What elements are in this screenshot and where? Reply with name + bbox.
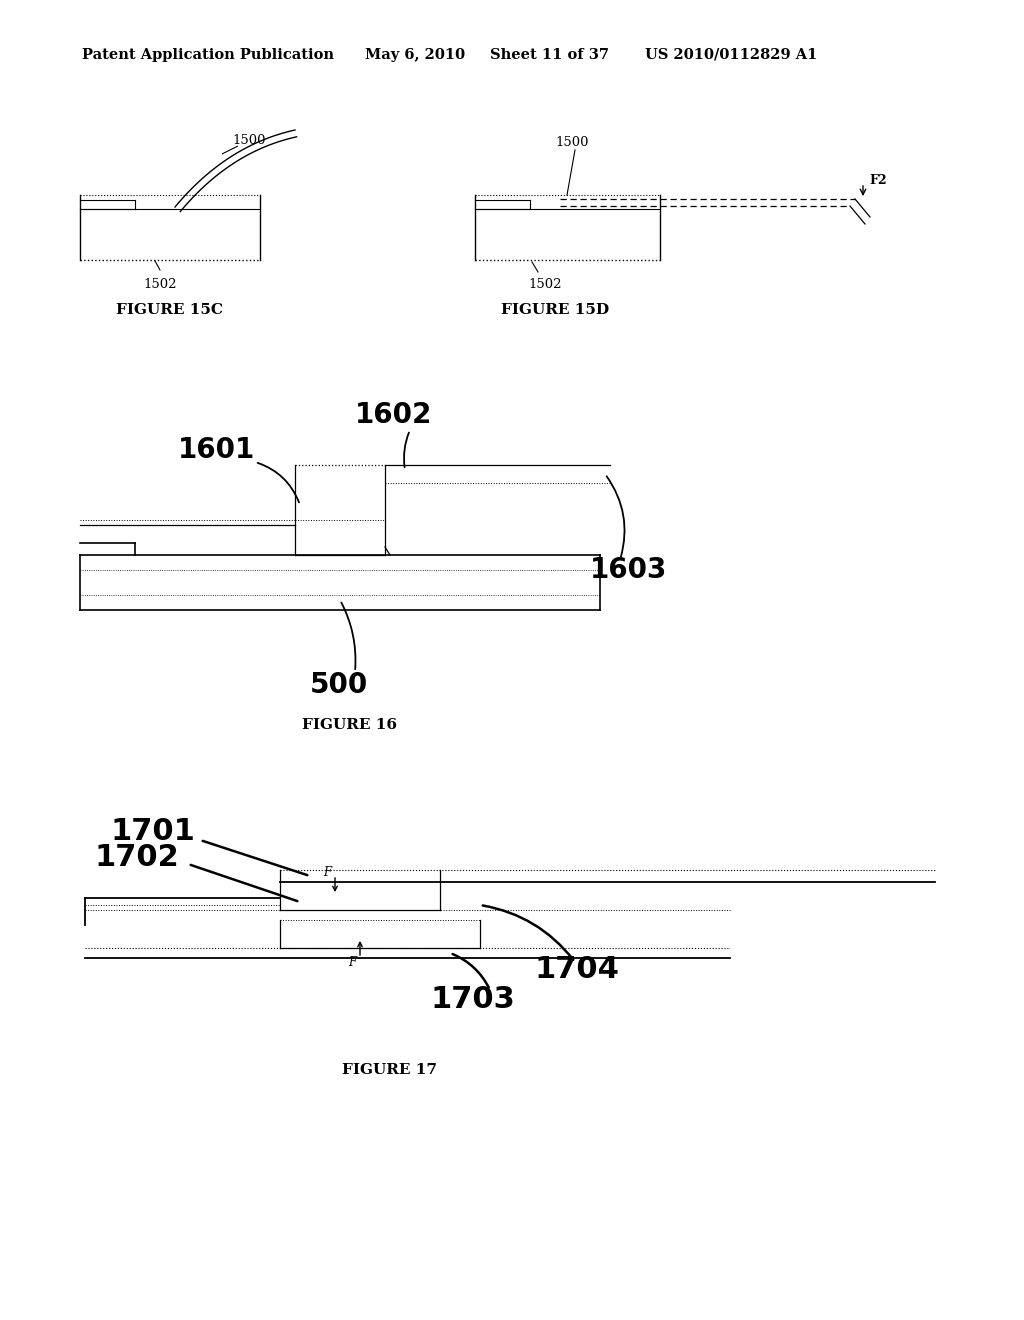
Text: US 2010/0112829 A1: US 2010/0112829 A1 bbox=[645, 48, 817, 62]
Text: Sheet 11 of 37: Sheet 11 of 37 bbox=[490, 48, 609, 62]
Text: F: F bbox=[323, 866, 331, 879]
Text: 500: 500 bbox=[310, 671, 369, 700]
Text: F: F bbox=[348, 957, 356, 969]
Text: 1703: 1703 bbox=[430, 986, 515, 1015]
Text: 1701: 1701 bbox=[110, 817, 195, 846]
Text: 1502: 1502 bbox=[143, 279, 177, 292]
Text: 1602: 1602 bbox=[355, 401, 432, 429]
Text: 1500: 1500 bbox=[555, 136, 589, 149]
Text: FIGURE 15D: FIGURE 15D bbox=[501, 304, 609, 317]
Text: 1601: 1601 bbox=[178, 436, 255, 465]
Text: FIGURE 16: FIGURE 16 bbox=[302, 718, 397, 733]
Text: May 6, 2010: May 6, 2010 bbox=[365, 48, 465, 62]
Text: Patent Application Publication: Patent Application Publication bbox=[82, 48, 334, 62]
Text: 1500: 1500 bbox=[232, 133, 265, 147]
Text: FIGURE 17: FIGURE 17 bbox=[342, 1063, 437, 1077]
Text: 1704: 1704 bbox=[535, 956, 620, 985]
Text: FIGURE 15C: FIGURE 15C bbox=[117, 304, 223, 317]
Text: 1603: 1603 bbox=[590, 556, 668, 583]
Text: 1702: 1702 bbox=[95, 843, 180, 873]
Text: 1502: 1502 bbox=[528, 279, 562, 292]
Text: F2: F2 bbox=[869, 174, 887, 187]
